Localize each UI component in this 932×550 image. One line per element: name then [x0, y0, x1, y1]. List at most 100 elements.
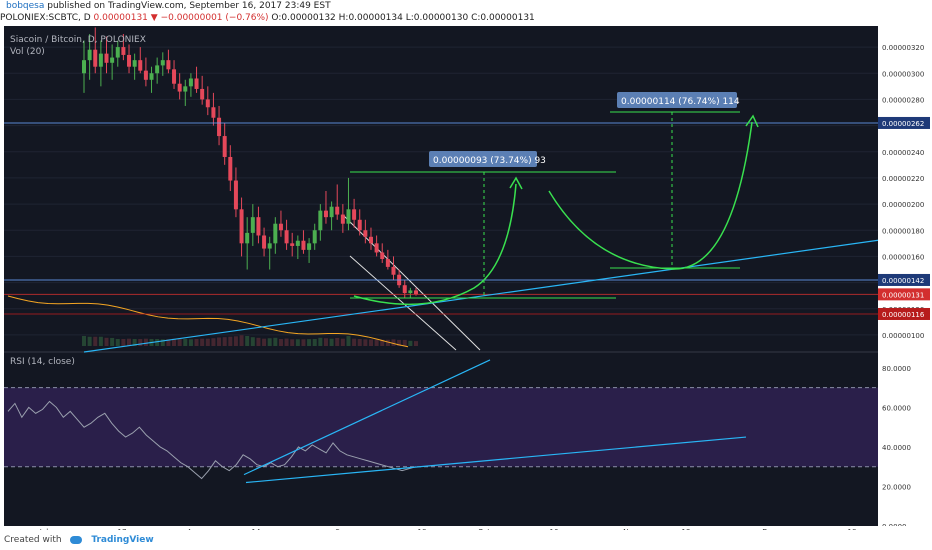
- price-tick-label: 0.00000300: [882, 70, 924, 78]
- annotation-2[interactable]: 0.00000114 (76.74%) 114: [617, 92, 740, 108]
- candle-body: [267, 243, 272, 249]
- open-value: O:0.00000132: [271, 13, 336, 23]
- candle-body: [323, 210, 328, 218]
- candle-body: [188, 78, 193, 87]
- rsi-series: [7, 400, 417, 480]
- tradingview-logo-icon: [70, 535, 83, 544]
- symbol-label: POLONIEX:SCBTC, D: [0, 13, 91, 23]
- candle-body: [194, 78, 199, 89]
- projection-arrow-1: [353, 183, 517, 306]
- footer: Created with TradingView: [0, 530, 932, 550]
- volume-bar: [194, 339, 199, 346]
- volume-bar: [385, 339, 390, 346]
- candle-body: [160, 60, 165, 66]
- annotation-1[interactable]: 0.00000093 (73.74%) 93: [429, 151, 546, 167]
- chart-svg[interactable]: 0.000003200.000003000.000002800.00000260…: [4, 26, 930, 536]
- candle-body: [357, 219, 362, 231]
- rsi-trend-upper: [243, 359, 491, 476]
- volume-bar: [104, 337, 109, 346]
- volume-bar: [374, 339, 379, 346]
- volume-bar: [397, 339, 402, 346]
- volume-bar: [267, 338, 272, 346]
- volume-bar: [217, 337, 222, 346]
- volume-bar: [127, 338, 132, 346]
- volume-bar: [87, 336, 92, 346]
- candle-body: [290, 243, 295, 246]
- volume-bar: [402, 339, 407, 346]
- volume-bar: [143, 338, 148, 346]
- price-tag-label: 0.00000116: [882, 311, 925, 319]
- price-tag-label: 0.00000262: [882, 120, 924, 128]
- candle-body: [217, 117, 222, 137]
- volume-bar: [256, 337, 261, 346]
- candle-body: [110, 57, 115, 63]
- candle-body: [385, 259, 390, 267]
- volume-bar: [262, 338, 267, 346]
- volume-bar: [307, 339, 312, 346]
- volume-bar: [318, 337, 323, 346]
- candle-body: [104, 53, 109, 63]
- volume-bar: [172, 338, 177, 346]
- candle-body: [233, 180, 238, 210]
- rsi-tick-label: 20.0000: [882, 483, 911, 491]
- rsi-tick-label: 60.0000: [882, 404, 911, 412]
- candle-body: [408, 290, 413, 294]
- candle-body: [374, 243, 379, 253]
- volume-bar: [82, 336, 86, 346]
- volume-ma-line: [7, 295, 409, 348]
- drawings[interactable]: [4, 111, 881, 353]
- price-tick-label: 0.00000100: [882, 332, 924, 340]
- legend-title: Siacoin / Bitcoin, D, POLONIEX: [10, 35, 146, 45]
- annotation-2-box: [617, 92, 737, 108]
- volume-bar: [352, 338, 357, 346]
- channel-lines: [343, 215, 481, 351]
- price-tag-bg: [878, 307, 930, 320]
- candle-body: [307, 243, 312, 250]
- author-link[interactable]: bobqesa: [6, 1, 45, 11]
- candle-body: [273, 223, 278, 244]
- tradingview-brand[interactable]: TradingView: [91, 535, 154, 545]
- candle-body: [172, 69, 177, 84]
- volume-bar: [323, 338, 328, 346]
- axes: 0.000003200.000003000.000002800.00000260…: [4, 26, 930, 536]
- candle-body: [121, 47, 126, 55]
- volume-bar: [93, 336, 98, 346]
- last-price: 0.00000131: [93, 13, 148, 23]
- volume-bar: [335, 337, 340, 346]
- candle-body: [200, 88, 205, 100]
- rsi-band: [4, 387, 878, 468]
- rsi-tick-label: 80.0000: [882, 365, 911, 373]
- volume-bar: [391, 339, 396, 346]
- rsi-overbought-band: [4, 387, 878, 467]
- candle-body: [329, 206, 334, 218]
- rsi-tick-label: 40.0000: [882, 444, 911, 452]
- candle-body: [335, 206, 340, 215]
- candle-body: [82, 60, 86, 74]
- candle-body: [211, 107, 216, 118]
- candle-body: [177, 83, 182, 92]
- volume-bar: [205, 338, 210, 346]
- candle-body: [127, 54, 132, 67]
- created-with-label: Created with: [4, 535, 62, 545]
- candle-body: [166, 60, 171, 70]
- candle-body: [98, 53, 103, 67]
- price-tag-bg: [878, 116, 930, 129]
- volume-bar: [380, 339, 385, 346]
- ohlc-line: POLONIEX:SCBTC, D 0.00000131 ▼ −0.000000…: [0, 12, 932, 25]
- volume-bar: [329, 338, 334, 346]
- low-value: L:0.00000130: [405, 13, 469, 23]
- price-tag-label: 0.00000142: [882, 277, 924, 285]
- candle-body: [414, 290, 418, 295]
- annotation-2-text: 0.00000114 (76.74%) 114: [621, 97, 740, 107]
- candle-body: [380, 252, 385, 260]
- volume-bar: [233, 336, 238, 346]
- volume-bar: [200, 338, 205, 346]
- candle-body: [228, 156, 233, 181]
- chart-area[interactable]: 0.000003200.000003000.000002800.00000260…: [4, 26, 930, 536]
- annotation-1-box: [429, 151, 537, 167]
- volume-bar: [98, 336, 103, 346]
- candle-body: [143, 70, 148, 80]
- volume-bar: [228, 336, 233, 346]
- volume-bar: [346, 336, 351, 346]
- volume-bar: [408, 340, 413, 346]
